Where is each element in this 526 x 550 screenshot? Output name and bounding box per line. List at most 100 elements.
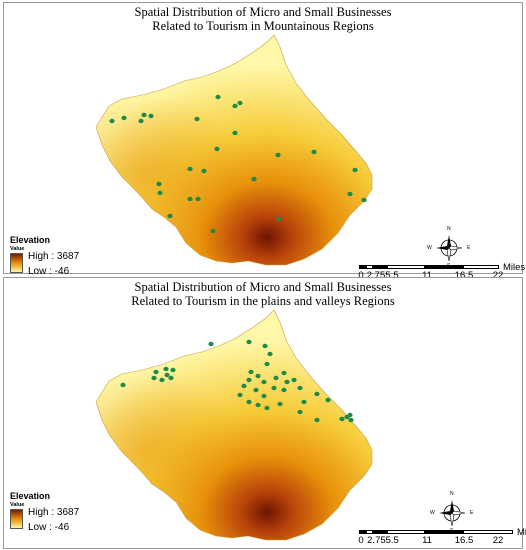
legend-high: High : 3687 (28, 507, 80, 518)
scale-tick: 0 (358, 535, 364, 546)
business-point (237, 100, 243, 106)
business-point (148, 113, 154, 119)
business-point (208, 341, 214, 347)
business-point (264, 361, 270, 367)
scale-tick: 5.5 (385, 270, 399, 281)
business-point (156, 181, 162, 187)
business-point (284, 379, 290, 385)
business-point (168, 375, 174, 381)
business-point (255, 373, 261, 379)
business-point (241, 383, 247, 389)
business-point (210, 228, 216, 234)
business-point (170, 367, 176, 373)
business-point (267, 351, 273, 357)
business-point (273, 375, 279, 381)
compass-rose-icon: N S E W (430, 491, 473, 534)
map-title-line2: Related to Tourism in the plains and val… (131, 294, 395, 308)
legend: Elevation Value High : 3687 Low : -46 (10, 235, 79, 277)
business-point (281, 370, 287, 376)
business-point (248, 369, 254, 375)
business-point (255, 402, 261, 408)
business-point (301, 399, 307, 405)
scale-tick: 2.755.5 (367, 535, 399, 546)
compass-rose-icon: N S E W (427, 226, 470, 269)
scale-tick: 0 (358, 270, 364, 281)
business-point (325, 397, 331, 403)
business-point (251, 176, 257, 182)
legend-low: Low : -46 (28, 266, 70, 277)
business-point (277, 401, 283, 407)
business-point (215, 94, 221, 100)
business-point (194, 116, 200, 122)
scale-tick: 16.5 (454, 535, 474, 546)
map-panel-plains-valleys: Spatial Distribution of Micro and Small … (3, 277, 526, 549)
scale-tick: 22 (492, 535, 504, 546)
scale-tick: 2.75 (366, 270, 386, 281)
business-point (141, 112, 147, 118)
scale-tick: 16.5 (454, 270, 474, 281)
business-point (339, 416, 345, 422)
business-point (201, 168, 207, 174)
compass-w: W (427, 245, 432, 251)
business-point (120, 382, 126, 388)
business-point (153, 369, 159, 375)
business-point (232, 130, 238, 136)
business-point (121, 115, 127, 121)
business-point (159, 377, 165, 383)
business-point (361, 197, 367, 203)
legend-value-label: Value (10, 246, 25, 252)
business-point (314, 417, 320, 423)
business-point (261, 379, 267, 385)
map-title-line2: Related to Tourism in Mountainous Region… (152, 19, 374, 33)
business-point (232, 103, 238, 109)
compass-n: N (450, 491, 454, 497)
compass-e: E (470, 510, 474, 516)
legend-low: Low : -46 (28, 522, 70, 533)
business-point (195, 196, 201, 202)
map-panel-mountainous: Spatial Distribution of Micro and Small … (3, 2, 525, 281)
business-point (276, 216, 282, 222)
business-point (187, 196, 193, 202)
business-point (261, 393, 267, 399)
business-points (120, 339, 354, 423)
compass-w: W (430, 510, 435, 516)
map-title-line1: Spatial Distribution of Micro and Small … (134, 280, 392, 294)
legend: Elevation Value High : 3687 Low : -46 (10, 491, 79, 533)
business-point (246, 377, 252, 383)
business-point (138, 118, 144, 124)
business-point (291, 377, 297, 383)
business-points (109, 94, 367, 234)
map-title: Spatial Distribution of Micro and Small … (4, 280, 522, 308)
business-point (311, 149, 317, 155)
elevation-map (95, 34, 373, 266)
business-point (352, 167, 358, 173)
legend-color-ramp (10, 509, 23, 529)
legend-value-label: Value (10, 502, 25, 508)
business-point (264, 405, 270, 411)
business-point (297, 385, 303, 391)
scale-tick: 22 (492, 270, 504, 281)
business-point (157, 190, 163, 196)
scale-tick: 11 (422, 535, 432, 546)
map-title: Spatial Distribution of Micro and Small … (4, 5, 522, 33)
business-point (151, 375, 157, 381)
legend-title: Elevation (10, 491, 51, 501)
business-point (237, 392, 243, 398)
business-point (262, 343, 268, 349)
business-point (297, 409, 303, 415)
legend-high: High : 3687 (28, 251, 80, 262)
business-point (281, 387, 287, 393)
business-point (347, 412, 353, 418)
map-title-line1: Spatial Distribution of Micro and Small … (134, 5, 392, 19)
business-point (348, 417, 354, 423)
scale-tick: 11 (422, 270, 432, 281)
compass-n: N (447, 226, 451, 232)
scale-unit: Miles (517, 527, 526, 538)
business-point (163, 366, 169, 372)
elevation-map (95, 309, 373, 541)
business-point (246, 399, 252, 405)
business-point (187, 166, 193, 172)
business-point (271, 385, 277, 391)
business-point (314, 391, 320, 397)
business-point (275, 152, 281, 158)
